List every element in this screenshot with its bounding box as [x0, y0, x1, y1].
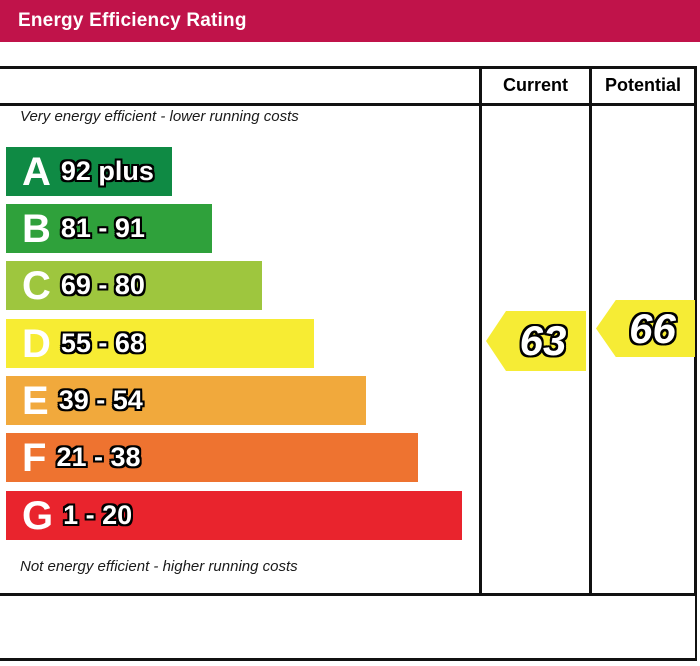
band-g-range: 1 - 20 [63, 500, 133, 530]
top-note: Very energy efficient - lower running co… [20, 108, 299, 125]
potential-rating-arrow: 66 [596, 300, 695, 357]
header-bottom-border [0, 103, 697, 106]
current-rating-arrow: 63 [486, 311, 586, 371]
band-a-letter: A [22, 149, 51, 194]
band-e: E 39 - 54 [6, 376, 366, 425]
potential-rating-value: 66 [629, 304, 676, 352]
footer-empty-row [0, 596, 695, 658]
current-rating-value: 63 [519, 317, 567, 364]
band-f-range: 21 - 38 [56, 442, 141, 472]
band-d-letter: D [22, 321, 51, 366]
band-d: D 55 - 68 [6, 319, 314, 368]
band-d-range: 55 - 68 [60, 328, 145, 358]
footer-bottom-border [0, 658, 697, 661]
title-bar: Energy Efficiency Rating [0, 0, 700, 42]
band-a: A 92 plus [6, 147, 172, 196]
current-column-left-border [479, 66, 482, 596]
band-e-letter: E [22, 378, 49, 423]
band-b: B 81 - 91 [6, 204, 212, 253]
potential-column-header: Potential [604, 75, 681, 95]
band-g-letter: G [22, 493, 54, 538]
current-column-header: Current [502, 75, 568, 95]
table-right-border [694, 66, 697, 661]
bottom-note: Not energy efficient - higher running co… [20, 558, 298, 575]
band-c-range: 69 - 80 [60, 270, 145, 300]
table-top-border [0, 66, 697, 69]
band-b-range: 81 - 91 [60, 213, 145, 243]
band-f: F 21 - 38 [6, 433, 418, 482]
band-a-range: 92 plus [60, 156, 154, 186]
band-b-letter: B [22, 206, 51, 251]
table-bottom-border [0, 593, 697, 596]
band-f-letter: F [22, 435, 47, 480]
page-title: Energy Efficiency Rating [18, 10, 247, 31]
band-c: C 69 - 80 [6, 261, 262, 310]
band-e-range: 39 - 54 [58, 385, 143, 415]
potential-column-left-border [589, 66, 592, 596]
band-g: G 1 - 20 [6, 491, 462, 540]
band-c-letter: C [22, 263, 51, 308]
